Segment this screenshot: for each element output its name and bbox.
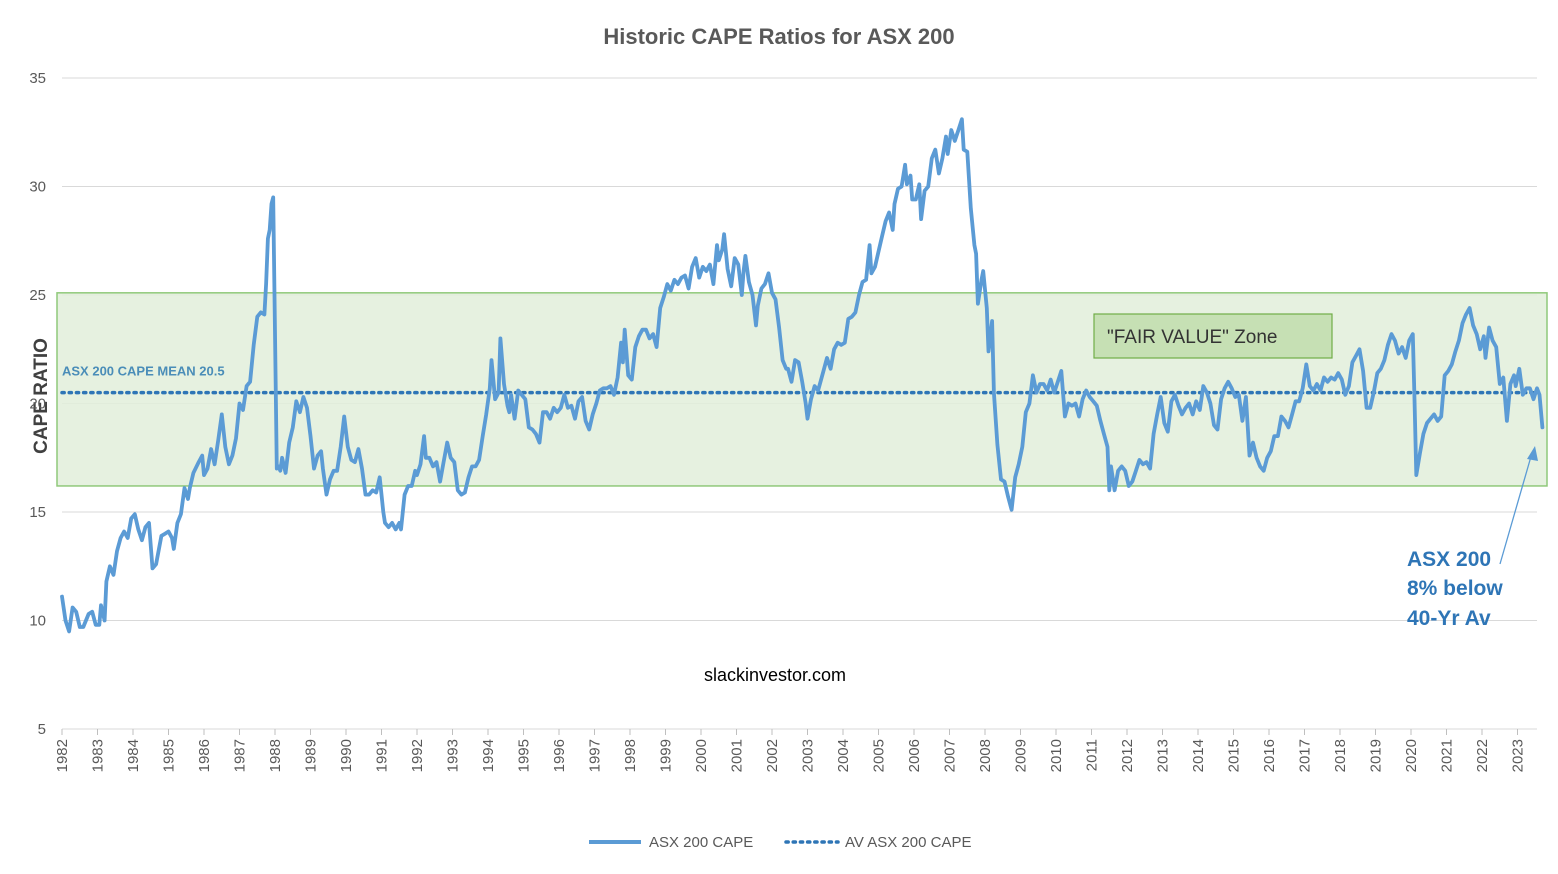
y-tick-label: 10 — [29, 613, 46, 630]
x-tick-label: 1985 — [161, 739, 178, 772]
x-tick-label: 2021 — [1439, 739, 1456, 772]
x-tick-label: 1986 — [196, 739, 213, 772]
x-tick-label: 2013 — [1155, 739, 1172, 772]
x-tick-label: 1984 — [125, 739, 142, 772]
y-tick-label: 25 — [29, 287, 46, 304]
x-tick-label: 2008 — [977, 739, 994, 772]
x-tick-label: 2014 — [1190, 739, 1207, 772]
x-tick-label: 2001 — [729, 739, 746, 772]
x-tick-label: 1982 — [54, 739, 71, 772]
x-tick-label: 1994 — [480, 739, 497, 772]
y-tick-label: 5 — [38, 721, 46, 738]
legend-label-cape: ASX 200 CAPE — [649, 834, 753, 851]
x-tick-label: 1989 — [303, 739, 320, 772]
y-tick-label: 20 — [29, 396, 46, 413]
x-tick-label: 2023 — [1510, 739, 1527, 772]
x-tick-label: 2005 — [871, 739, 888, 772]
x-tick-label: 2012 — [1119, 739, 1136, 772]
x-tick-label: 1983 — [90, 739, 107, 772]
x-tick-label: 2009 — [1013, 739, 1030, 772]
chart-title: Historic CAPE Ratios for ASX 200 — [603, 24, 954, 49]
annotation-arrow — [1499, 452, 1533, 565]
x-tick-label: 2004 — [835, 739, 852, 772]
x-tick-label: 2003 — [800, 739, 817, 772]
x-tick-label: 2002 — [764, 739, 781, 772]
x-tick-label: 2019 — [1368, 739, 1385, 772]
x-tick-label: 2016 — [1261, 739, 1278, 772]
x-tick-label: 1997 — [587, 739, 604, 772]
x-tick-label: 1996 — [551, 739, 568, 772]
x-tick-label: 2022 — [1474, 739, 1491, 772]
mean-label: ASX 200 CAPE MEAN 20.5 — [62, 364, 225, 379]
x-tick-label: 2007 — [942, 739, 959, 772]
x-tick-label: 1987 — [232, 739, 249, 772]
fair-value-label: "FAIR VALUE" Zone — [1107, 327, 1277, 348]
annotation-line-2: 8% below — [1407, 577, 1503, 600]
x-tick-label: 2015 — [1226, 739, 1243, 772]
y-axis: 5 10 15 20 25 30 35 — [29, 70, 46, 738]
y-tick-label: 15 — [29, 504, 46, 521]
x-tick-label: 2020 — [1403, 739, 1420, 772]
x-tick-label: 1998 — [622, 739, 639, 772]
legend-label-average: AV ASX 200 CAPE — [845, 834, 971, 851]
below-average-annotation: ASX 200 8% below 40-Yr Av — [1407, 446, 1538, 630]
annotation-line-3: 40-Yr Av — [1407, 607, 1491, 630]
x-tick-label: 2006 — [906, 739, 923, 772]
x-tick-label: 2017 — [1297, 739, 1314, 772]
x-tick-label: 1999 — [658, 739, 675, 772]
y-axis-label: CAPE RATIO — [31, 338, 52, 454]
x-tick-label: 1992 — [409, 739, 426, 772]
legend: ASX 200 CAPE AV ASX 200 CAPE — [589, 834, 971, 851]
x-tick-label: 2010 — [1048, 739, 1065, 772]
fair-value-label-box: "FAIR VALUE" Zone — [1093, 313, 1333, 359]
x-tick-label: 1988 — [267, 739, 284, 772]
annotation-arrowhead — [1527, 446, 1538, 461]
asx200-cape-line — [60, 117, 1545, 634]
site-watermark: slackinvestor.com — [704, 665, 846, 685]
y-tick-label: 30 — [29, 179, 46, 196]
x-tick-label: 1993 — [445, 739, 462, 772]
annotation-line-1: ASX 200 — [1407, 548, 1491, 571]
x-tick-label: 1991 — [374, 739, 391, 772]
x-tick-label: 2018 — [1332, 739, 1349, 772]
x-axis: 1982 1983 1984 1985 1986 1987 1988 1989 1990 1991… — [54, 729, 1527, 772]
x-tick-label: 2000 — [693, 739, 710, 772]
x-tick-label: 1990 — [338, 739, 355, 772]
x-tick-label: 2011 — [1084, 739, 1101, 771]
x-tick-label: 1995 — [516, 739, 533, 772]
y-tick-label: 35 — [29, 70, 46, 87]
